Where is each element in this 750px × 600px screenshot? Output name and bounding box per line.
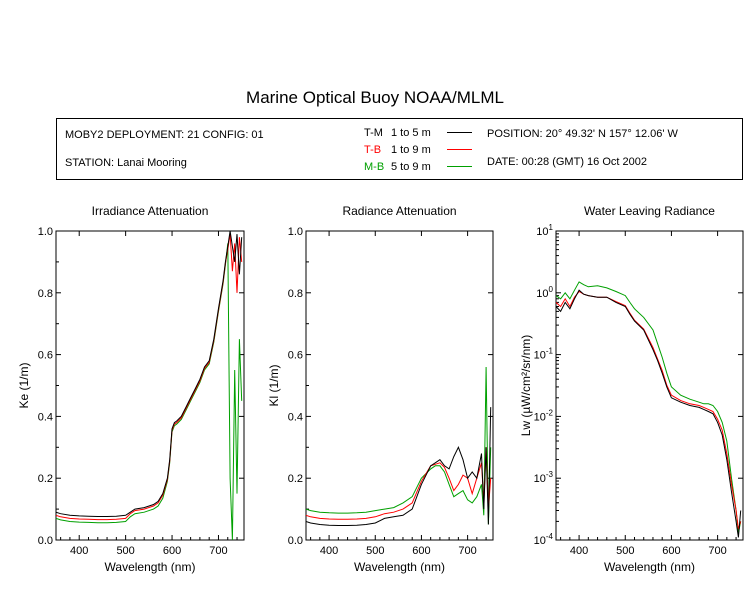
panel3-ytick-label: 10-4 [534, 532, 554, 547]
panel2-ytick-label: 0.0 [288, 535, 303, 547]
panel3-ytick-label: 10-1 [534, 347, 554, 362]
panel1-frame [55, 230, 245, 541]
legend-range-tm: 1 to 5 m [391, 127, 431, 139]
panel1-ytick-label: 0.0 [38, 535, 53, 547]
panel2-series-t-b [306, 447, 492, 520]
panel2-ytick-label: 0.8 [288, 288, 303, 300]
panel1-series-t-b [56, 234, 243, 521]
panel3-ylabel: Lw (µW/cm²/sr/nm) [519, 335, 533, 437]
panel3-series-m-b [556, 281, 742, 534]
panel1-title: Irradiance Attenuation [92, 204, 209, 218]
panel2-xtick-label: 700 [458, 545, 476, 557]
panel2-xtick-label: 600 [412, 545, 430, 557]
panel2-series-t-m [306, 407, 492, 526]
panel1-series-m-b [56, 243, 243, 540]
panel3-ytick-label: 10-2 [534, 408, 554, 423]
legend-range-tb: 1 to 9 m [391, 144, 431, 156]
panel2-title: Radiance Attenuation [342, 204, 456, 218]
legend-range-mb: 5 to 9 m [391, 161, 431, 173]
legend-line-tm [447, 132, 472, 133]
position-text: POSITION: 20° 49.32' N 157° 12.06' W [487, 128, 678, 140]
panel3-xlabel: Wavelength (nm) [604, 560, 695, 574]
panel2-xtick-label: 500 [366, 545, 384, 557]
panel3-xtick-label: 600 [662, 545, 680, 557]
panel2-ytick-label: 0.2 [288, 473, 303, 485]
deployment-text: MOBY2 DEPLOYMENT: 21 CONFIG: 01 [65, 129, 264, 141]
panel1-xtick-label: 500 [116, 545, 134, 557]
panel3-xtick-label: 700 [708, 545, 726, 557]
panel3-frame [555, 230, 744, 541]
panel1-xtick-label: 600 [163, 545, 181, 557]
panel1-xlabel: Wavelength (nm) [105, 560, 196, 574]
station-text: STATION: Lanai Mooring [65, 157, 187, 169]
panel1-ytick-label: 0.6 [38, 350, 53, 362]
panel1-ytick-label: 0.2 [38, 473, 53, 485]
panel2-ytick-label: 0.4 [288, 411, 303, 423]
panel2-ylabel: Kl (1/m) [267, 364, 281, 406]
legend-line-tb [447, 149, 472, 150]
panel1-ytick-label: 0.4 [38, 411, 53, 423]
panel1-ytick-label: 1.0 [38, 226, 53, 238]
panel1-ylabel: Ke (1/m) [17, 362, 31, 408]
panel3-xtick-label: 500 [616, 545, 634, 557]
panel3-series-t-m [556, 289, 742, 538]
legend-code-mb: M-B [364, 161, 385, 173]
panel1-series-t-m [56, 231, 243, 517]
info-box: MOBY2 DEPLOYMENT: 21 CONFIG: 01 STATION:… [56, 118, 743, 180]
legend-code-tm: T-M [364, 127, 383, 139]
panel3-ytick-label: 101 [536, 223, 553, 238]
panel1-xtick-label: 700 [209, 545, 227, 557]
panel1-ytick-label: 0.8 [38, 288, 53, 300]
panel2-ytick-label: 0.6 [288, 350, 303, 362]
panel2-series-m-b [306, 366, 492, 525]
chart-title: Marine Optical Buoy NOAA/MLML [246, 88, 504, 107]
panel3-title: Water Leaving Radiance [584, 204, 715, 218]
panel3-xtick-label: 400 [570, 545, 588, 557]
panel2-xtick-label: 400 [320, 545, 338, 557]
panel3-series-t-b [556, 290, 742, 530]
panel3-ytick-label: 10-3 [534, 470, 554, 485]
legend-line-mb [447, 166, 472, 167]
panel2-xlabel: Wavelength (nm) [354, 560, 445, 574]
date-text: DATE: 00:28 (GMT) 16 Oct 2002 [487, 156, 647, 168]
panel2-ytick-label: 1.0 [288, 226, 303, 238]
panel3-ytick-label: 100 [536, 285, 553, 300]
panel1-xtick-label: 400 [70, 545, 88, 557]
legend-code-tb: T-B [364, 144, 382, 156]
